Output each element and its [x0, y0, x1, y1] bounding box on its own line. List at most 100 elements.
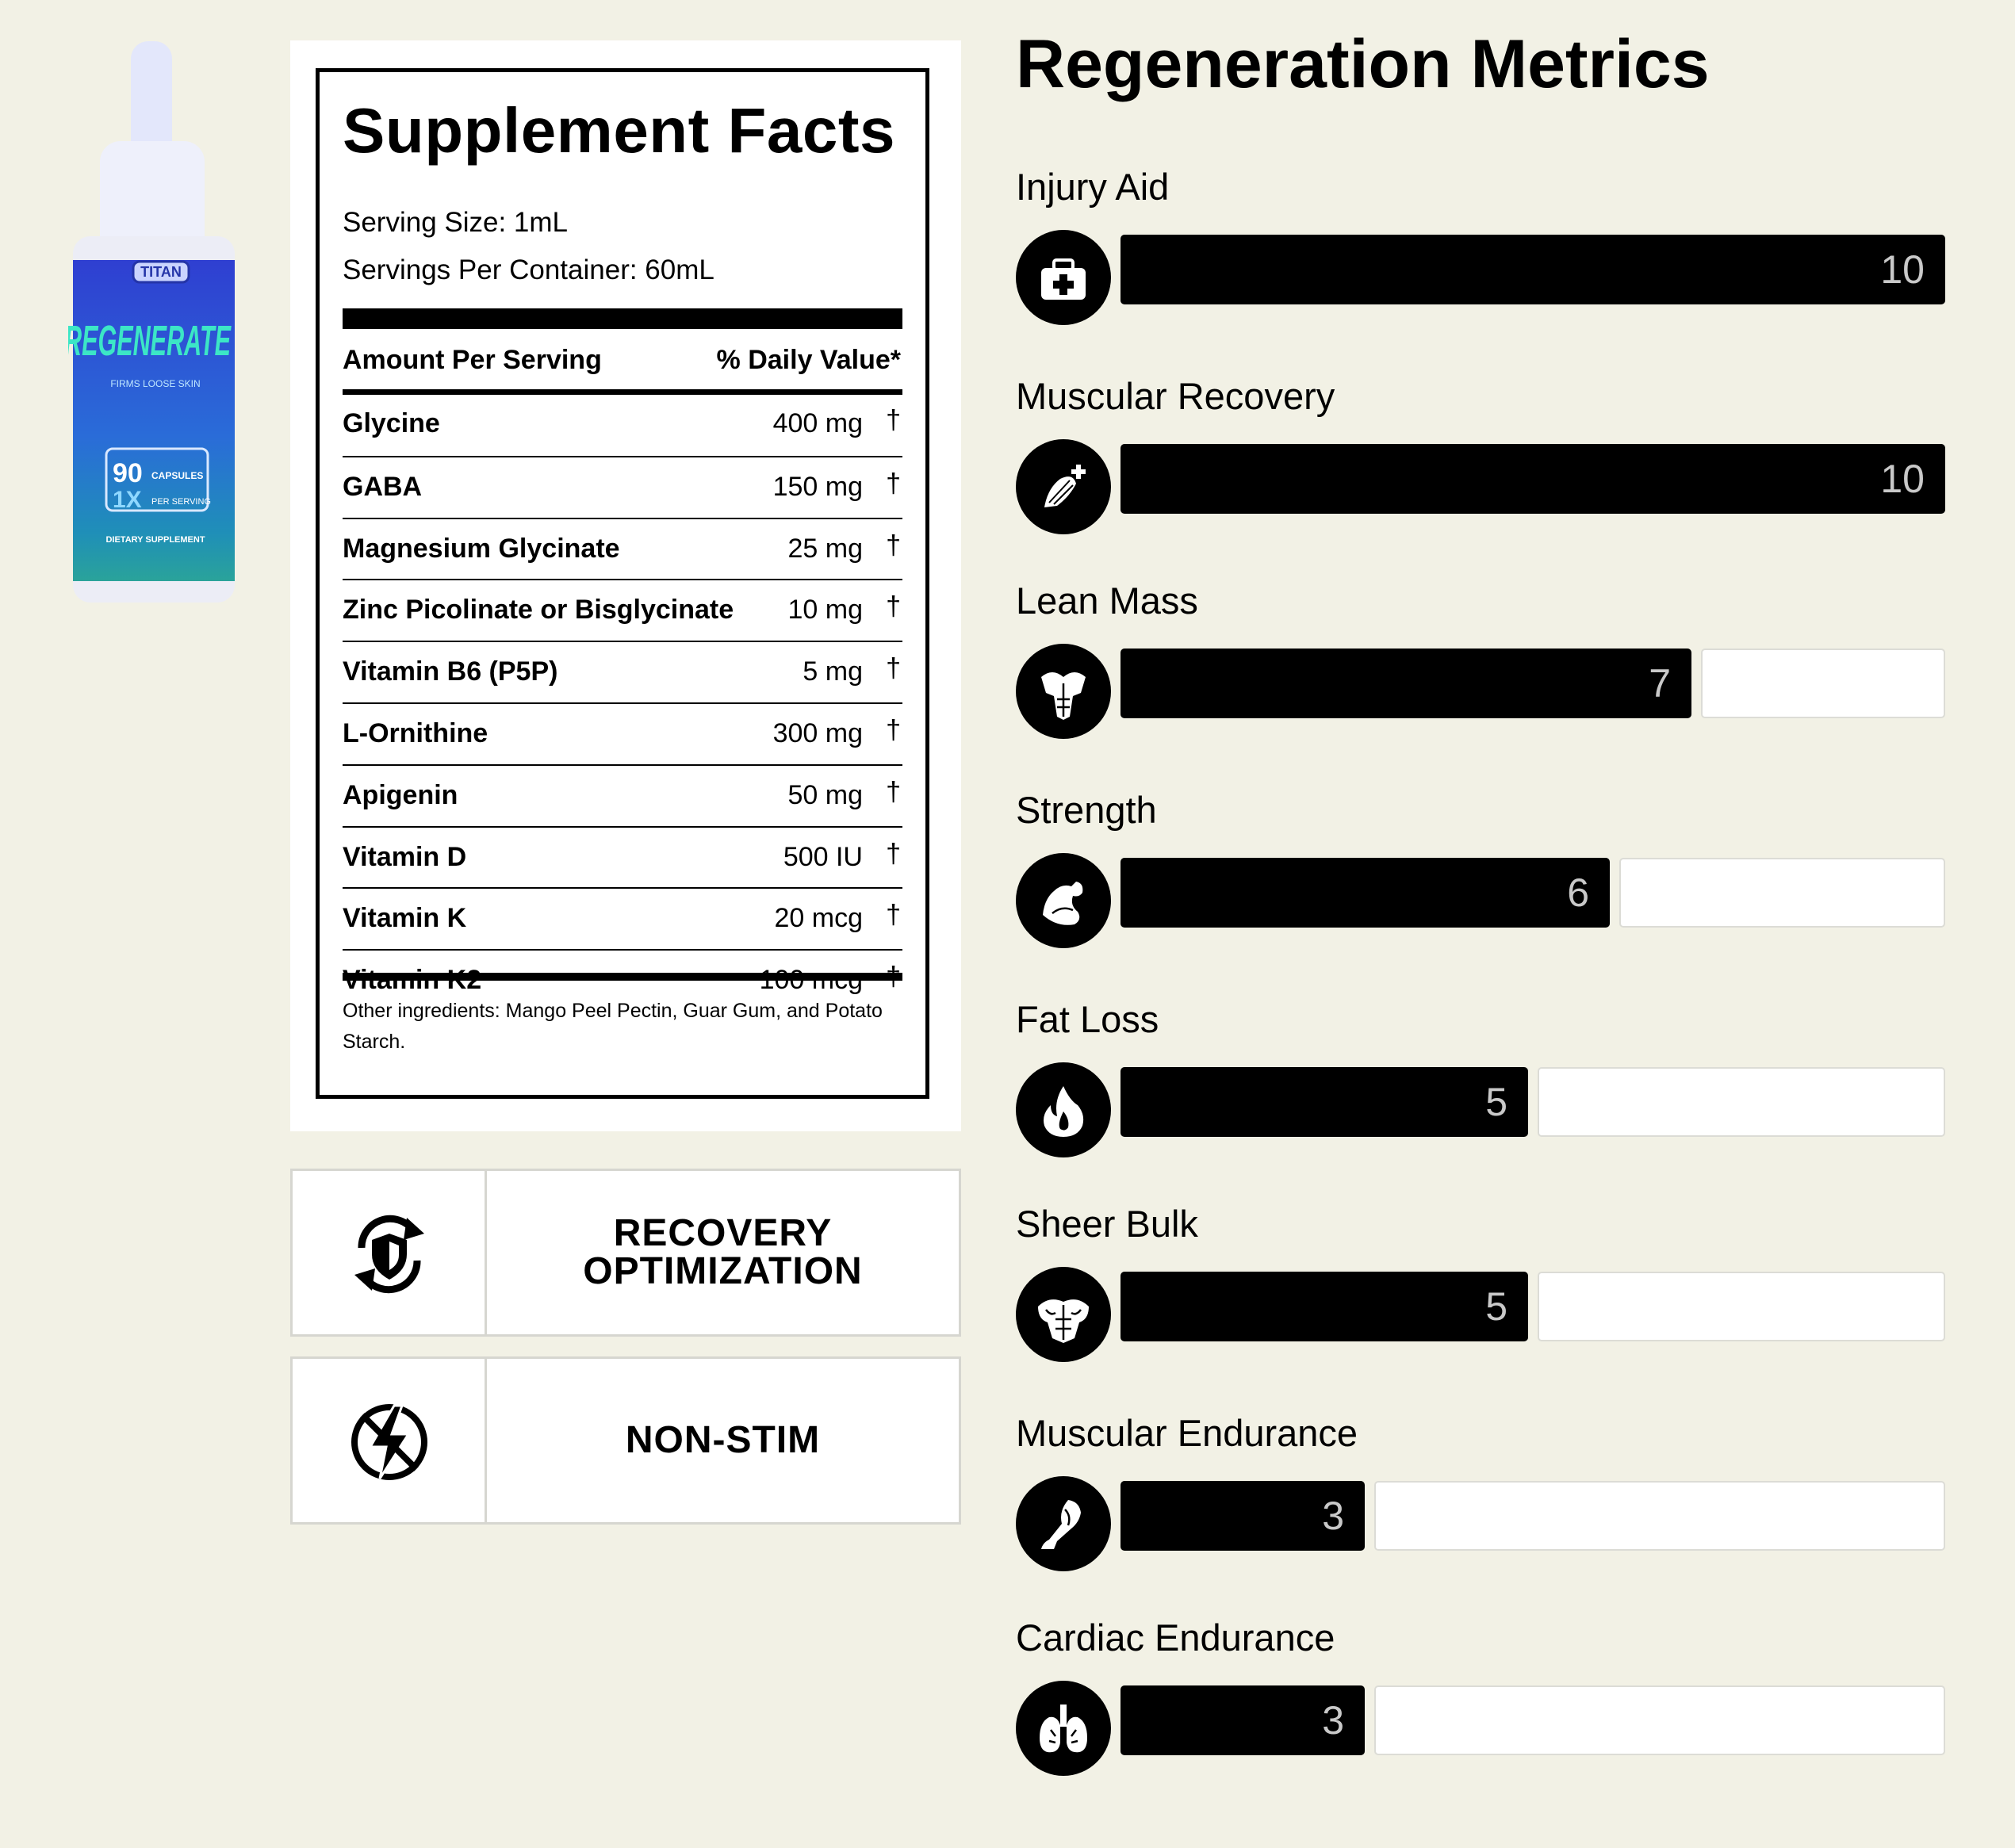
metric-bar-remaining — [1538, 1067, 1945, 1137]
metric-icon-badge — [1016, 439, 1111, 534]
product-tagline: FIRMS LOOSE SKIN — [110, 378, 200, 389]
ingredient-name: Glycine — [343, 408, 440, 438]
metric-value: 10 — [1880, 247, 1925, 292]
flame-icon — [1044, 1086, 1084, 1137]
ingredient-dv: † — [886, 838, 901, 869]
metric-bar: 6 — [1121, 858, 1945, 928]
metrics-title: Regeneration Metrics — [1016, 26, 1710, 102]
metric-cardiac-endurance: Cardiac Endurance 3 — [1016, 1617, 1945, 1792]
ingredient-name: Magnesium Glycinate — [343, 533, 620, 564]
metric-bar-remaining — [1619, 858, 1945, 928]
metric-icon-badge — [1016, 853, 1111, 948]
facts-row: GABA 150 mg † — [343, 455, 902, 518]
no-lightning-icon — [351, 1404, 427, 1480]
ingredient-amount: 50 mg — [787, 779, 864, 810]
metric-strength: Strength 6 — [1016, 789, 1945, 964]
metric-label: Fat Loss — [1016, 998, 1159, 1040]
divider-bottom — [343, 973, 902, 981]
metric-label: Muscular Recovery — [1016, 375, 1335, 417]
product-count: 90 — [113, 458, 143, 488]
product-count-unit: CAPSULES — [151, 470, 203, 481]
ingredient-dv: † — [886, 653, 901, 684]
feature-non-stim: NON-STIM — [290, 1356, 961, 1525]
product-type: DIETARY SUPPLEMENT — [105, 535, 205, 545]
ingredient-dv: † — [886, 405, 901, 435]
metric-icon-badge — [1016, 1267, 1111, 1362]
serving-size: Serving Size: 1mL — [343, 207, 569, 238]
ingredient-amount: 150 mg — [772, 471, 863, 502]
facts-row: Glycine 400 mg † — [343, 394, 902, 456]
divider-mid — [343, 389, 902, 395]
supplement-facts-title: Supplement Facts — [343, 95, 896, 166]
daily-value-header: % Daily Value* — [716, 345, 901, 375]
ingredient-name: L-Ornithine — [343, 718, 488, 748]
ingredient-name: Apigenin — [343, 779, 458, 810]
metric-bar: 7 — [1121, 649, 1945, 718]
metric-lean-mass: Lean Mass 7 — [1016, 580, 1945, 755]
flexed-arm-icon — [1043, 882, 1083, 925]
ingredient-dv: † — [886, 468, 901, 499]
metric-icon-badge — [1016, 1681, 1111, 1776]
ingredient-name: Vitamin D — [343, 841, 467, 872]
metric-muscular-endurance: Muscular Endurance 3 — [1016, 1412, 1945, 1587]
metric-bar-fill: 3 — [1121, 1685, 1365, 1755]
metric-bar: 3 — [1121, 1685, 1945, 1755]
metric-bar-fill: 3 — [1121, 1481, 1365, 1551]
metric-value: 10 — [1880, 457, 1925, 501]
ingredient-dv: † — [886, 776, 901, 807]
metric-bar-remaining — [1374, 1685, 1945, 1755]
product-name: REGENERATE — [68, 317, 232, 365]
metric-icon-badge — [1016, 644, 1111, 739]
metric-bar-fill: 6 — [1121, 858, 1610, 928]
ingredient-dv: † — [886, 530, 901, 561]
facts-header: Amount Per Serving % Daily Value* — [343, 345, 902, 376]
ingredient-amount: 300 mg — [772, 718, 863, 748]
ingredient-dv: † — [886, 591, 901, 622]
ingredient-amount: 20 mcg — [774, 903, 864, 934]
metric-label: Lean Mass — [1016, 580, 1198, 622]
servings-per-container: Servings Per Container: 60mL — [343, 254, 714, 285]
metric-value: 3 — [1322, 1494, 1344, 1538]
feature-label: NON-STIM — [625, 1419, 821, 1461]
facts-row: Vitamin K 20 mcg † — [343, 887, 902, 949]
ingredient-name: Vitamin K — [343, 903, 467, 934]
metric-icon-badge — [1016, 1062, 1111, 1157]
feature-icon-cell — [293, 1171, 487, 1334]
ingredient-amount: 500 IU — [783, 841, 863, 872]
metric-label: Strength — [1016, 789, 1157, 831]
ingredient-dv: † — [886, 715, 901, 745]
metric-bar-remaining — [1701, 649, 1945, 718]
metric-sheer-bulk: Sheer Bulk 5 — [1016, 1203, 1945, 1378]
metric-bar-fill: 7 — [1121, 649, 1691, 718]
ingredient-amount: 5 mg — [803, 656, 863, 687]
metric-bar-remaining — [1374, 1481, 1945, 1551]
metric-bar-fill: 10 — [1121, 235, 1945, 304]
shield-cycle-icon — [354, 1215, 424, 1294]
facts-row: Zinc Picolinate or Bisglycinate 10 mg † — [343, 579, 902, 641]
feature-recovery-optimization: RECOVERY OPTIMIZATION — [290, 1169, 961, 1337]
supplement-facts-box: Supplement Facts Serving Size: 1mL Servi… — [316, 68, 929, 1099]
feature-icon-cell — [293, 1359, 487, 1522]
first-aid-icon — [1041, 258, 1086, 300]
facts-row: Magnesium Glycinate 25 mg † — [343, 517, 902, 580]
metric-value: 5 — [1485, 1080, 1507, 1124]
divider-thick — [343, 308, 902, 329]
facts-row: L-Ornithine 300 mg † — [343, 702, 902, 764]
ingredient-amount: 10 mg — [787, 595, 864, 626]
metric-bar: 10 — [1121, 235, 1945, 304]
ingredient-name: Zinc Picolinate or Bisglycinate — [343, 595, 734, 626]
metric-icon-badge — [1016, 230, 1111, 325]
product-dose-unit: PER SERVING — [151, 497, 211, 507]
feature-label: RECOVERY OPTIMIZATION — [583, 1212, 863, 1292]
metric-label: Cardiac Endurance — [1016, 1617, 1335, 1659]
metric-bar: 5 — [1121, 1272, 1945, 1341]
amount-per-serving-header: Amount Per Serving — [343, 345, 602, 375]
ingredient-name: Vitamin B6 (P5P) — [343, 656, 558, 687]
metric-label: Sheer Bulk — [1016, 1203, 1198, 1245]
metric-value: 5 — [1485, 1284, 1507, 1329]
metric-bar-remaining — [1538, 1272, 1945, 1341]
metric-bar: 3 — [1121, 1481, 1945, 1551]
lungs-icon — [1040, 1705, 1087, 1753]
metric-bar-fill: 5 — [1121, 1067, 1528, 1137]
metric-bar-fill: 10 — [1121, 444, 1945, 514]
